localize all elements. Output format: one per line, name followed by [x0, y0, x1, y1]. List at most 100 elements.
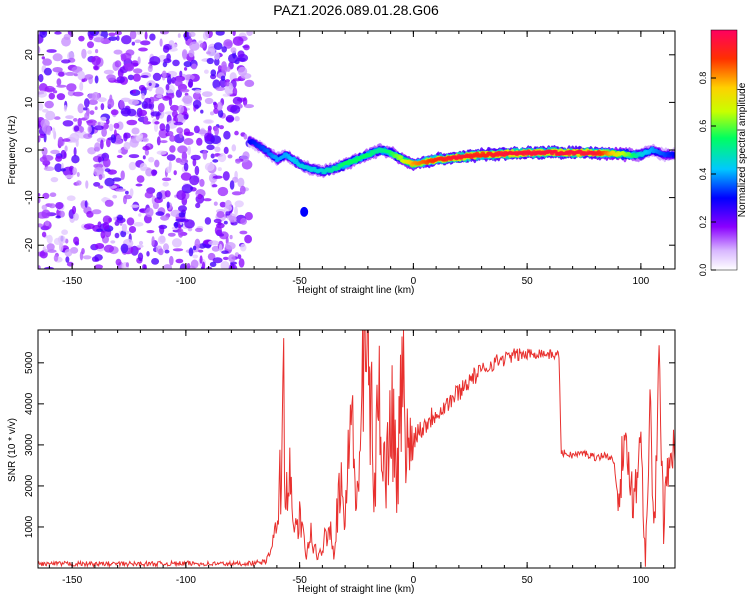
noise-blob	[77, 103, 85, 114]
noise-blob	[246, 31, 253, 36]
spectrogram-y-tick-label: -20	[24, 238, 35, 253]
noise-blob	[84, 74, 94, 80]
noise-blob	[164, 249, 170, 254]
colorbar-tick-label: 0.2	[698, 216, 708, 229]
noise-blob	[206, 266, 213, 269]
noise-blob	[115, 188, 126, 192]
noise-blob	[177, 33, 181, 38]
noise-blob	[215, 31, 225, 36]
noise-blob	[79, 81, 84, 92]
noise-blob	[62, 120, 74, 127]
noise-blob	[58, 71, 65, 77]
noise-blob	[81, 248, 85, 255]
noise-blob	[44, 220, 50, 227]
noise-blob	[171, 44, 178, 48]
noise-blob	[226, 66, 231, 72]
noise-blob	[69, 32, 74, 37]
noise-blob	[139, 208, 145, 212]
snr-frame	[37, 329, 676, 569]
noise-blob	[196, 137, 203, 146]
noise-blob	[93, 182, 101, 187]
noise-blob	[50, 149, 60, 155]
noise-blob	[136, 244, 144, 248]
noise-blob	[223, 130, 231, 140]
noise-blob	[130, 204, 140, 208]
noise-blob	[184, 219, 195, 229]
noise-blob	[72, 91, 84, 97]
noise-blob	[239, 185, 246, 195]
noise-blob	[38, 223, 44, 228]
noise-blob	[73, 236, 80, 245]
noise-blob	[64, 145, 68, 152]
noise-blob	[140, 40, 151, 46]
noise-blob	[192, 158, 197, 167]
snr-panel: -150 -100 -50 0 50 100 1000 2000 3000 4000 5000 He…	[7, 329, 676, 595]
noise-blob	[199, 42, 206, 49]
noise-blob	[244, 79, 255, 87]
noise-blob	[65, 174, 74, 179]
noise-blob	[176, 190, 186, 201]
noise-blob	[112, 216, 117, 221]
noise-blob	[183, 138, 194, 145]
noise-blob	[222, 256, 229, 261]
snr-y-tick-label: 2000	[24, 474, 35, 497]
noise-blob	[45, 110, 56, 121]
noise-blob	[120, 97, 131, 103]
noise-blob	[239, 230, 248, 235]
noise-blob	[59, 210, 65, 218]
noise-blob	[210, 111, 215, 116]
noise-blob	[76, 172, 80, 177]
noise-blob	[217, 109, 224, 118]
noise-blob	[198, 249, 204, 253]
noise-blob	[213, 108, 219, 114]
noise-blob	[108, 32, 116, 37]
noise-blob	[89, 110, 95, 115]
noise-blob	[230, 47, 237, 54]
noise-blob	[61, 229, 68, 235]
noise-blob	[143, 264, 147, 269]
noise-blob	[116, 35, 120, 41]
noise-blob	[114, 232, 120, 239]
noise-blob	[107, 98, 115, 108]
noise-blob	[162, 70, 167, 78]
noise-blob	[179, 70, 183, 78]
noise-blob	[144, 97, 152, 104]
noise-blob	[144, 31, 148, 40]
noise-blob	[189, 175, 200, 186]
noise-blob	[106, 74, 116, 81]
noise-blob	[156, 136, 161, 146]
noise-blob	[169, 135, 176, 142]
noise-blob	[142, 145, 150, 151]
noise-blob	[66, 83, 77, 92]
noise-blob	[216, 101, 223, 111]
chart-title: PAZ1.2026.089.01.28.G06	[273, 2, 439, 18]
noise-blob	[194, 89, 202, 94]
noise-blob	[94, 258, 100, 262]
snr-axes: -150 -100 -50 0 50 100 1000 2000 3000 4000 5000	[24, 330, 675, 586]
snr-x-tick-label: 100	[633, 575, 650, 586]
noise-blob	[228, 264, 238, 269]
noise-blob	[156, 150, 167, 155]
noise-blob	[212, 257, 223, 264]
noise-blob	[173, 170, 177, 176]
noise-blob	[64, 248, 73, 257]
noise-blob	[237, 50, 245, 58]
noise-blob	[117, 214, 124, 221]
noise-blob	[162, 95, 171, 101]
noise-blob	[87, 41, 94, 49]
noise-blob	[56, 84, 67, 88]
noise-blob	[223, 220, 228, 225]
noise-blob	[230, 105, 241, 114]
noise-blob	[206, 57, 214, 65]
noise-blob	[132, 90, 137, 94]
noise-blob	[142, 155, 146, 160]
noise-blob	[223, 146, 229, 154]
noise-blob	[162, 61, 168, 68]
noise-blob	[62, 138, 71, 142]
noise-blob	[175, 89, 182, 98]
noise-blob	[57, 235, 66, 244]
noise-blob	[166, 131, 174, 137]
noise-blob	[181, 184, 193, 194]
noise-blob	[161, 177, 172, 182]
noise-blob	[98, 185, 104, 189]
